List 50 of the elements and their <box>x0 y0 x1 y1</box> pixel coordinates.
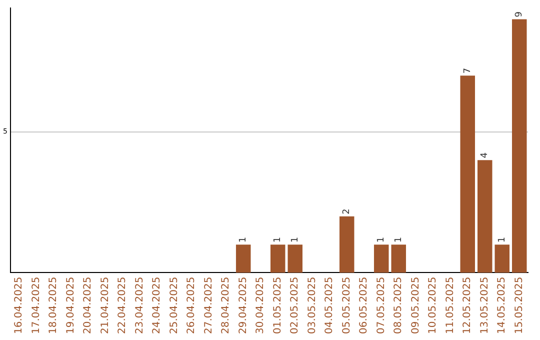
x-tick-label: 20.04.2025 <box>82 276 94 334</box>
x-tick-label: 21.04.2025 <box>100 276 111 334</box>
x-tick-label: 29.04.2025 <box>238 276 249 334</box>
data-label: 1 <box>290 236 300 243</box>
x-tick-label: 26.04.2025 <box>186 276 198 334</box>
x-tick-label: 19.04.2025 <box>65 276 76 334</box>
x-tick-label: 09.05.2025 <box>410 276 422 334</box>
x-tick-label: 28.04.2025 <box>220 276 232 334</box>
data-label: 7 <box>462 68 473 74</box>
data-label: 1 <box>376 236 387 243</box>
x-tick-label: 11.05.2025 <box>444 276 456 334</box>
x-tick-label: 08.05.2025 <box>393 276 404 334</box>
bar <box>339 216 354 273</box>
x-tick-label: 22.04.2025 <box>117 276 128 334</box>
x-tick-label: 01.05.2025 <box>272 276 284 334</box>
x-tick-label: 04.05.2025 <box>324 276 336 334</box>
bar <box>477 160 492 273</box>
bar <box>270 244 286 273</box>
x-tick-label: 27.04.2025 <box>203 276 214 334</box>
data-label: 2 <box>342 208 352 214</box>
x-tick-label: 05.05.2025 <box>341 276 352 334</box>
data-label: 4 <box>480 152 490 158</box>
bar <box>494 244 510 273</box>
bar <box>236 244 251 273</box>
bar <box>391 244 406 273</box>
x-tick-label: 23.04.2025 <box>134 276 146 334</box>
x-tick-label: 13.05.2025 <box>479 276 490 334</box>
bar <box>512 19 527 273</box>
x-tick-label: 16.04.2025 <box>14 276 25 334</box>
data-label: 1 <box>394 236 404 243</box>
x-tick-label: 06.05.2025 <box>358 276 370 334</box>
data-label: 1 <box>497 236 508 243</box>
x-tick-label: 12.05.2025 <box>462 276 474 334</box>
x-tick-label: 30.04.2025 <box>255 276 266 334</box>
bar <box>374 244 389 273</box>
x-tick-label: 18.04.2025 <box>48 276 60 334</box>
x-tick-label: 25.04.2025 <box>168 276 180 334</box>
x-tick-label: 02.05.2025 <box>290 276 301 334</box>
bar <box>288 244 302 273</box>
x-tick-label: 03.05.2025 <box>306 276 318 334</box>
x-tick-label: 24.04.2025 <box>152 276 163 334</box>
x-tick-label: 10.05.2025 <box>428 276 439 334</box>
data-label: 9 <box>514 11 525 18</box>
x-tick-label: 07.05.2025 <box>376 276 387 334</box>
data-label: 1 <box>238 236 249 243</box>
bar <box>460 76 475 273</box>
x-tick-label: 14.05.2025 <box>496 276 508 334</box>
data-label: 1 <box>273 236 284 243</box>
x-tick-label: 15.05.2025 <box>514 276 525 334</box>
x-tick-label: 17.04.2025 <box>30 276 42 334</box>
